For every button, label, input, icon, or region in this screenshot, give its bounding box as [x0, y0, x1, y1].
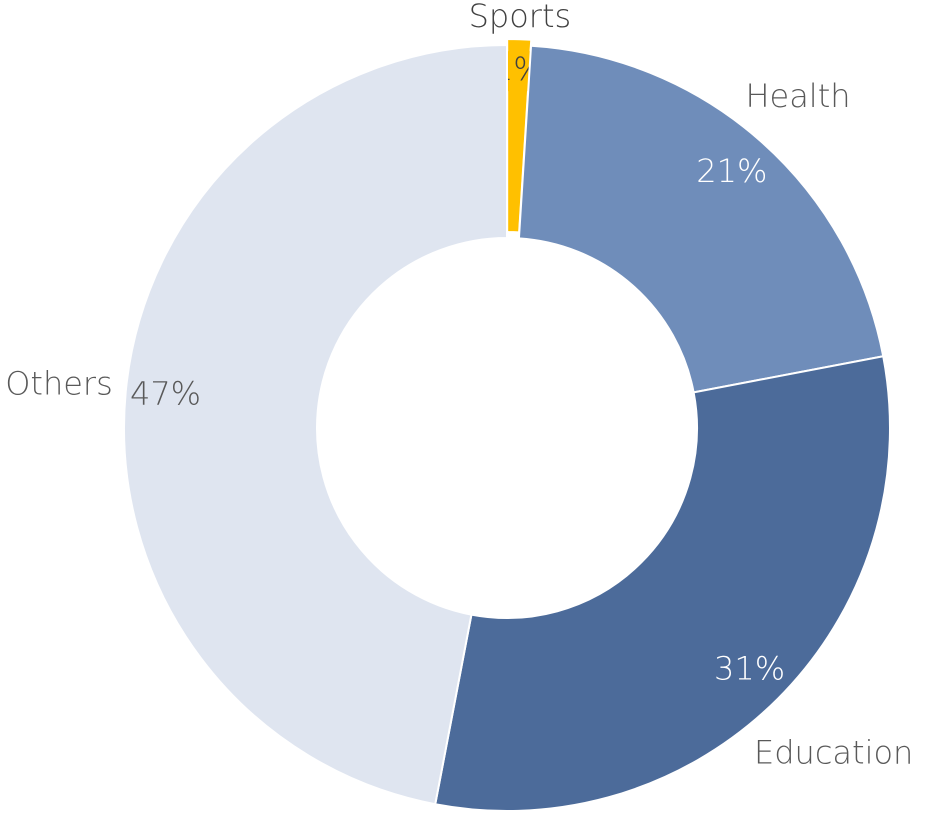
donut-slice	[517, 44, 885, 394]
value-label: 31%	[714, 650, 785, 688]
category-label: Health	[745, 77, 850, 115]
donut-slice	[123, 43, 508, 806]
category-label: Others	[5, 365, 113, 403]
category-label: Sports	[469, 0, 572, 35]
value-label: 21%	[696, 152, 767, 190]
donut-slice	[434, 355, 891, 812]
category-label: Education	[754, 734, 913, 772]
value-label: 47%	[130, 375, 201, 413]
